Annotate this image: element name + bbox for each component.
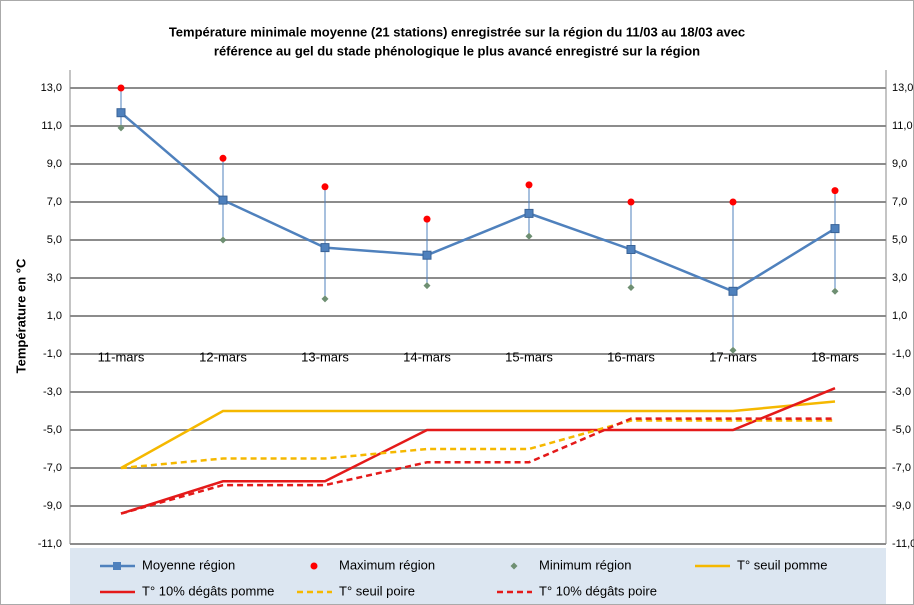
chart-title: Température minimale moyenne (21 station…: [169, 24, 745, 39]
y-tick-label: 11,0: [41, 120, 62, 132]
x-tick-label: 13-mars: [301, 349, 349, 364]
legend-label: T° 10% dégâts poire: [539, 583, 657, 598]
x-tick-label: 16-mars: [607, 349, 655, 364]
data-point: [831, 187, 839, 195]
data-point: [320, 243, 330, 253]
y2-tick-label: -11,0: [892, 538, 914, 550]
y-tick-label: -11,0: [38, 538, 62, 550]
legend-label: T° seuil pomme: [737, 557, 827, 572]
data-point: [116, 108, 126, 118]
data-point: [423, 215, 431, 223]
data-point: [729, 198, 737, 206]
data-point: [218, 195, 228, 205]
y-tick-label: 3,0: [47, 272, 62, 284]
x-tick-label: 12-mars: [199, 349, 247, 364]
y2-tick-label: 13,0: [892, 82, 913, 94]
data-point: [524, 208, 534, 218]
data-point: [627, 284, 635, 291]
data-point: [117, 84, 125, 92]
series-line: [120, 417, 835, 515]
y-tick-label: 9,0: [47, 158, 62, 170]
data-point: [831, 287, 839, 295]
series-line: [120, 387, 836, 515]
series-line: [120, 111, 836, 293]
legend-background: [70, 548, 886, 604]
legend-label: T° 10% dégâts pomme: [142, 583, 274, 598]
data-point: [525, 181, 533, 189]
y-tick-label: -7,0: [43, 462, 62, 474]
y2-tick-label: 1,0: [892, 310, 907, 322]
data-point: [219, 236, 227, 244]
legend-label: T° seuil poire: [339, 583, 415, 598]
legend-label: Moyenne région: [142, 557, 235, 572]
y2-tick-label: -1,0: [892, 348, 911, 360]
data-point: [525, 232, 533, 240]
y-axis-label: Température en °C: [13, 258, 28, 373]
x-tick-label: 17-mars: [709, 349, 757, 364]
y-tick-label: -5,0: [43, 424, 62, 436]
data-point: [321, 295, 329, 303]
y2-tick-label: 7,0: [892, 196, 907, 208]
data-point: [219, 154, 227, 162]
x-tick-label: 14-mars: [403, 349, 451, 364]
data-point: [729, 346, 737, 354]
legend-symbol: [510, 562, 518, 570]
legend-symbol: [310, 562, 318, 570]
y-tick-label: -9,0: [43, 500, 62, 512]
data-point: [117, 124, 125, 132]
data-point: [423, 282, 431, 290]
y2-tick-label: 3,0: [892, 272, 907, 284]
y2-tick-label: -3,0: [892, 386, 911, 398]
y-tick-label: -3,0: [43, 386, 62, 398]
y2-tick-label: 11,0: [892, 120, 913, 132]
data-point: [321, 183, 329, 191]
y2-tick-label: 9,0: [892, 158, 907, 170]
series-line: [120, 400, 836, 470]
legend-label: Maximum région: [339, 557, 435, 572]
y2-tick-label: -7,0: [892, 462, 911, 474]
y2-tick-label: 5,0: [892, 234, 907, 246]
data-point: [627, 198, 635, 206]
data-point: [626, 245, 636, 254]
chart-title: référence au gel du stade phénologique l…: [214, 43, 700, 58]
y2-tick-label: -5,0: [892, 424, 911, 436]
y2-tick-label: -9,0: [892, 500, 911, 512]
y-tick-label: -1,0: [43, 348, 62, 360]
x-tick-label: 11-mars: [98, 349, 145, 364]
legend-label: Minimum région: [539, 557, 631, 572]
x-tick-label: 18-mars: [811, 349, 859, 364]
x-tick-label: 15-mars: [505, 349, 553, 364]
y-tick-label: 7,0: [47, 196, 62, 208]
data-point: [422, 250, 432, 260]
data-point: [728, 286, 738, 296]
y-tick-label: 5,0: [47, 234, 62, 246]
legend-symbol: [113, 562, 121, 570]
y-tick-label: 1,0: [47, 310, 62, 322]
y-tick-label: 13,0: [41, 82, 62, 94]
data-point: [830, 224, 840, 234]
